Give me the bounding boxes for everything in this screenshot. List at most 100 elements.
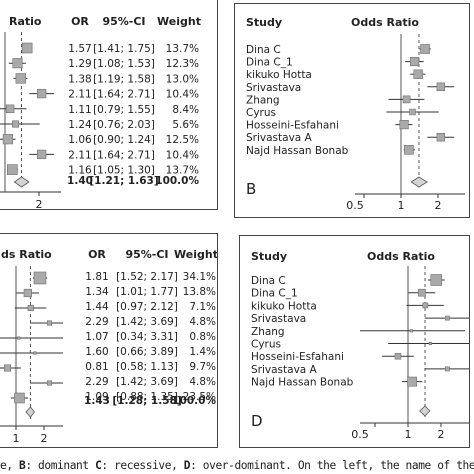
study-name: Srivastava xyxy=(246,82,301,94)
study-weight-box xyxy=(36,88,47,99)
study-weight-box xyxy=(436,132,446,142)
weight-value: 10.4% xyxy=(166,89,199,101)
x-tick-label-2: 2 xyxy=(435,199,442,212)
study-weight-box xyxy=(15,73,26,84)
or-value: 2.11 xyxy=(68,89,91,101)
or-value: 1.81 xyxy=(85,271,108,283)
ci-value: [0.34; 3.31] xyxy=(116,331,178,343)
or-value: 1.57 xyxy=(68,43,91,55)
study-weight-box xyxy=(27,304,34,312)
forest-plot-c-table: 1.81 [1.52; 2.17] 34.1% 1.34 [1.01; 1.77] 13.… xyxy=(84,271,216,407)
study-weight-box xyxy=(21,42,33,54)
forest-plot-panel-c: ds Ratio OR 95%-CI Weight 1.81 [1.52; 2.1… xyxy=(0,233,218,448)
or-value: 1.44 xyxy=(85,301,109,313)
study-weight-box xyxy=(46,380,53,386)
or-value: 1.16 xyxy=(68,165,92,177)
study-weight-box xyxy=(410,57,420,67)
summary-weight-value: 100.0% xyxy=(172,395,216,407)
study-weight-box xyxy=(418,288,426,297)
study-weight-box xyxy=(436,82,446,92)
study-name: kikuko Hotta xyxy=(246,69,312,81)
study-name: Dina C_1 xyxy=(246,57,293,69)
ci-value: [1.41; 1.75] xyxy=(93,43,155,55)
study-weight-box xyxy=(33,351,37,355)
summary-diamond xyxy=(25,406,35,418)
study-weight-box xyxy=(2,134,13,145)
study-name: Zhang xyxy=(251,326,285,338)
weight-value: 13.7% xyxy=(166,165,199,177)
ci-value: [1.42; 3.69] xyxy=(116,376,178,388)
study-name: Cyrus xyxy=(251,339,281,351)
weight-value: 12.5% xyxy=(166,134,199,146)
study-name: Najd Hassan Bonab xyxy=(246,145,349,157)
study-column-header: Study xyxy=(246,16,282,29)
or-column-header: OR xyxy=(71,15,89,28)
or-value: 2.29 xyxy=(85,316,108,328)
study-weight-box xyxy=(12,58,23,69)
study-name: Hosseini-Esfahani xyxy=(251,351,344,363)
study-weight-box xyxy=(445,366,450,372)
weight-value: 5.6% xyxy=(172,119,199,131)
study-name: Dina C xyxy=(246,44,281,56)
or-value: 1.07 xyxy=(85,331,108,343)
or-value: 1.38 xyxy=(68,73,91,85)
ci-value: [0.66; 3.89] xyxy=(116,346,178,358)
x-tick-label-2: 2 xyxy=(438,428,445,441)
study-weight-box xyxy=(23,288,32,298)
forest-plot-panel-b: Study Odds Ratio Dina C Dina C_1 kikuko Ho… xyxy=(234,3,470,218)
study-weight-box xyxy=(413,69,423,79)
ci-value: [1.01; 1.77] xyxy=(116,286,178,298)
weight-value: 13.8% xyxy=(183,286,216,298)
weight-column-header: Weight xyxy=(174,248,218,261)
ci-value: [1.42; 3.69] xyxy=(116,316,178,328)
ci-column-header: 95%-CI xyxy=(125,248,168,261)
study-weight-box xyxy=(399,120,409,130)
ci-column-header: 95%-CI xyxy=(102,15,145,28)
study-name: Dina C_1 xyxy=(251,288,298,300)
ci-value: [0.88; 1.35] xyxy=(116,391,178,403)
caption-text-b: : dominant xyxy=(25,459,96,472)
caption-text-c: : recessive, xyxy=(101,459,184,472)
weight-value: 7.1% xyxy=(189,301,216,313)
x-tick-label-2: 2 xyxy=(36,198,43,210)
or-column-header: OR xyxy=(88,248,106,261)
study-weight-box xyxy=(46,320,53,326)
study-weight-box xyxy=(409,108,416,116)
or-value: 2.11 xyxy=(68,149,91,161)
study-weight-box xyxy=(430,274,443,286)
forest-plot-c-canvas: ds Ratio OR 95%-CI Weight 1.81 [1.52; 2.1… xyxy=(0,248,218,445)
summary-ci-value: [1.28; 1.58] xyxy=(112,395,181,407)
summary-ci-value: [1.21; 1.63] xyxy=(89,175,158,187)
x-tick-label-0-5: 0.5 xyxy=(346,199,364,212)
or-value: 1.09 xyxy=(85,391,108,403)
study-weight-box xyxy=(407,376,417,387)
weight-value: 4.8% xyxy=(189,376,216,388)
ci-value: [1.19; 1.58] xyxy=(93,73,155,85)
ci-value: [1.05; 1.30] xyxy=(93,165,155,177)
x-tick-label-0-5: 0.5 xyxy=(351,428,369,441)
study-name: Cyrus xyxy=(246,107,276,119)
or-value: 1.29 xyxy=(68,58,91,70)
study-weight-box xyxy=(409,329,413,333)
weight-value: 0.8% xyxy=(189,331,216,343)
study-weight-box xyxy=(420,44,430,54)
weight-value: 13.7% xyxy=(166,43,199,55)
weight-column-header: Weight xyxy=(157,15,201,28)
caption-letter-d: D xyxy=(183,459,191,472)
or-value: 1.34 xyxy=(85,286,109,298)
forest-plot-panel-a: Ratio OR 95%-CI Weight 1.57 [1.41; 1.75] 1… xyxy=(0,0,218,210)
summary-diamond xyxy=(410,176,428,188)
study-name: Najd Hassan Bonab xyxy=(251,377,354,389)
odds-ratio-column-header: Odds Ratio xyxy=(367,250,435,263)
caption-letter-b: B xyxy=(19,459,26,472)
study-name: Srivastava xyxy=(251,313,306,325)
summary-or-value: 1.40 xyxy=(67,175,93,187)
ci-value: [0.97; 2.12] xyxy=(116,301,178,313)
study-name: Srivastava A xyxy=(251,364,318,376)
weight-value: 10.4% xyxy=(166,149,199,161)
ci-value: [0.76; 2.03] xyxy=(93,119,155,131)
ci-value: [0.90; 1.24] xyxy=(93,134,155,146)
study-name: Srivastava A xyxy=(246,132,313,144)
panel-letter-b: B xyxy=(246,180,256,198)
